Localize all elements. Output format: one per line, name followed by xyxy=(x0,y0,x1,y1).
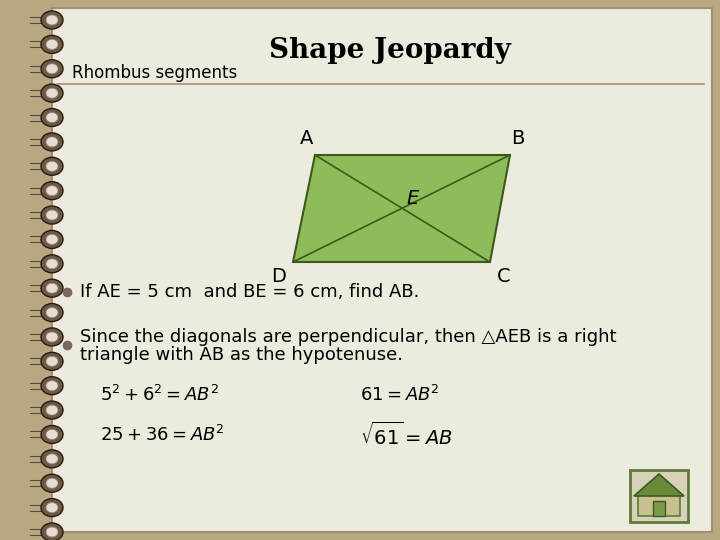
Ellipse shape xyxy=(46,161,58,171)
Ellipse shape xyxy=(46,429,58,440)
Ellipse shape xyxy=(41,426,63,443)
Bar xyxy=(653,501,665,516)
Ellipse shape xyxy=(46,186,58,195)
Ellipse shape xyxy=(46,112,58,123)
Ellipse shape xyxy=(46,503,58,512)
Ellipse shape xyxy=(46,39,58,49)
Ellipse shape xyxy=(41,60,63,78)
Text: D: D xyxy=(271,267,287,286)
Ellipse shape xyxy=(41,181,63,200)
Ellipse shape xyxy=(41,498,63,517)
Ellipse shape xyxy=(46,454,58,464)
Ellipse shape xyxy=(46,478,58,488)
Ellipse shape xyxy=(41,352,63,370)
Text: C: C xyxy=(498,267,510,286)
Text: Rhombus segments: Rhombus segments xyxy=(72,64,238,82)
Text: E: E xyxy=(406,189,419,208)
Ellipse shape xyxy=(46,234,58,245)
Text: Since the diagonals are perpendicular, then △AEB is a right: Since the diagonals are perpendicular, t… xyxy=(80,328,616,346)
Ellipse shape xyxy=(41,109,63,126)
Polygon shape xyxy=(293,155,510,262)
Ellipse shape xyxy=(41,231,63,248)
Text: A: A xyxy=(300,130,314,148)
Ellipse shape xyxy=(46,210,58,220)
Ellipse shape xyxy=(46,137,58,147)
Ellipse shape xyxy=(46,356,58,366)
Bar xyxy=(638,492,680,516)
Text: $\sqrt{61} = AB$: $\sqrt{61} = AB$ xyxy=(360,421,453,449)
Text: $5^2 + 6^2 = AB^2$: $5^2 + 6^2 = AB^2$ xyxy=(100,385,219,405)
Ellipse shape xyxy=(41,328,63,346)
Ellipse shape xyxy=(41,206,63,224)
Ellipse shape xyxy=(41,133,63,151)
Ellipse shape xyxy=(46,527,58,537)
Bar xyxy=(630,470,688,522)
Ellipse shape xyxy=(46,15,58,25)
Ellipse shape xyxy=(46,332,58,342)
Ellipse shape xyxy=(46,381,58,391)
Ellipse shape xyxy=(41,36,63,53)
Ellipse shape xyxy=(46,405,58,415)
Text: If AE = 5 cm  and BE = 6 cm, find AB.: If AE = 5 cm and BE = 6 cm, find AB. xyxy=(80,283,419,301)
Ellipse shape xyxy=(41,401,63,419)
Text: B: B xyxy=(511,130,525,148)
Ellipse shape xyxy=(46,88,58,98)
Text: $61 = AB^2$: $61 = AB^2$ xyxy=(360,385,440,405)
Ellipse shape xyxy=(41,303,63,322)
Ellipse shape xyxy=(41,255,63,273)
Text: Shape Jeopardy: Shape Jeopardy xyxy=(269,37,511,64)
Ellipse shape xyxy=(41,523,63,540)
Ellipse shape xyxy=(41,377,63,395)
Text: triangle with AB as the hypotenuse.: triangle with AB as the hypotenuse. xyxy=(80,346,403,364)
Ellipse shape xyxy=(41,11,63,29)
Ellipse shape xyxy=(41,474,63,492)
Ellipse shape xyxy=(46,64,58,74)
Ellipse shape xyxy=(41,157,63,176)
Ellipse shape xyxy=(41,279,63,297)
Ellipse shape xyxy=(41,450,63,468)
Ellipse shape xyxy=(46,283,58,293)
Polygon shape xyxy=(634,474,684,496)
Ellipse shape xyxy=(46,308,58,318)
Ellipse shape xyxy=(46,259,58,269)
Ellipse shape xyxy=(41,84,63,102)
Text: $25 + 36 = AB^2$: $25 + 36 = AB^2$ xyxy=(100,425,225,445)
